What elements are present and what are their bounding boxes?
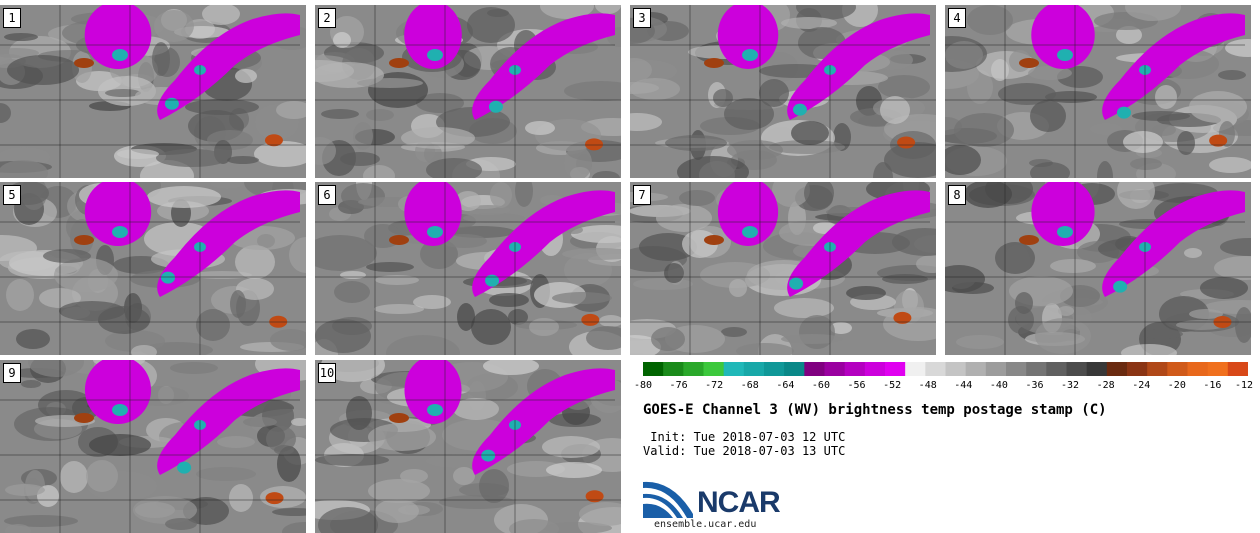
colorbar-swatch — [1147, 362, 1168, 376]
panel-number: 4 — [948, 8, 966, 28]
postage-stamp-panel: 6 — [315, 182, 621, 355]
postage-stamp-panel: 4 — [945, 5, 1251, 178]
panel-number: 10 — [318, 363, 336, 383]
colorbar — [643, 362, 1248, 376]
colorbar-tick-label: -60 — [811, 380, 830, 391]
colorbar-tick-label: -48 — [918, 380, 937, 391]
colorbar-swatch — [1046, 362, 1067, 376]
colorbar-tick-label: -28 — [1096, 380, 1115, 391]
colorbar-tick-label: -52 — [883, 380, 902, 391]
postage-stamp-panel: 8 — [945, 182, 1251, 355]
colorbar-swatch — [1026, 362, 1047, 376]
colorbar-tick-label: -40 — [989, 380, 1008, 391]
colorbar-swatch — [844, 362, 866, 376]
postage-stamp-panel: 7 — [630, 182, 936, 355]
colorbar-swatch — [1006, 362, 1027, 376]
postage-stamp-panel: 1 — [0, 5, 306, 178]
product-title: GOES-E Channel 3 (WV) brightness temp po… — [643, 402, 1107, 418]
postage-stamp-panel: 10 — [315, 360, 621, 533]
postage-stamp-panel: 3 — [630, 5, 936, 178]
colorbar-swatch — [1227, 362, 1248, 376]
ncar-logo-word: NCAR — [697, 486, 781, 519]
postage-stamp-panel: 5 — [0, 182, 306, 355]
postage-stamp-panel: 2 — [315, 5, 621, 178]
colorbar-swatch — [743, 362, 765, 376]
colorbar-swatch — [764, 362, 785, 376]
colorbar-swatch — [723, 362, 745, 376]
colorbar-swatch — [1127, 362, 1148, 376]
colorbar-tick-label: -56 — [847, 380, 866, 391]
panel-number: 6 — [318, 185, 336, 205]
colorbar-tick-label: -44 — [954, 380, 973, 391]
colorbar-swatch — [703, 362, 725, 376]
init-time: Init: Tue 2018-07-03 12 UTC — [643, 430, 846, 444]
colorbar-tick-label: -76 — [669, 380, 688, 391]
panel-number: 1 — [3, 8, 21, 28]
colorbar-tick-label: -20 — [1167, 380, 1186, 391]
colorbar-swatch — [1106, 362, 1128, 376]
postage-stamp-panel: 9 — [0, 360, 306, 533]
colorbar-swatch — [804, 362, 825, 376]
panel-number: 5 — [3, 185, 21, 205]
valid-time: Valid: Tue 2018-07-03 13 UTC — [643, 444, 846, 458]
panel-number: 7 — [633, 185, 651, 205]
panel-number: 8 — [948, 185, 966, 205]
panel-number: 3 — [633, 8, 651, 28]
colorbar-swatch — [885, 362, 906, 376]
colorbar-tick-label: -32 — [1061, 380, 1080, 391]
colorbar-tick-label: -80 — [633, 380, 653, 391]
colorbar-swatch — [1187, 362, 1209, 376]
colorbar-tick-label: -12 — [1234, 380, 1254, 391]
colorbar-tick-label: -64 — [776, 380, 795, 391]
colorbar-swatch — [663, 362, 684, 376]
colorbar-swatch — [1207, 362, 1229, 376]
colorbar-swatch — [965, 362, 987, 376]
colorbar-tick-label: -72 — [705, 380, 724, 391]
ncar-logo — [643, 481, 693, 518]
panel-number: 9 — [3, 363, 21, 383]
panel-number: 2 — [318, 8, 336, 28]
colorbar-swatch — [985, 362, 1007, 376]
colorbar-swatch — [683, 362, 704, 376]
colorbar-swatch — [824, 362, 846, 376]
colorbar-tick-label: -68 — [740, 380, 759, 391]
colorbar-swatch — [784, 362, 805, 376]
colorbar-swatch — [643, 362, 664, 376]
colorbar-tick-label: -16 — [1203, 380, 1222, 391]
colorbar-swatch — [925, 362, 946, 376]
colorbar-swatch — [1086, 362, 1108, 376]
colorbar-tick-label: -24 — [1132, 380, 1151, 391]
colorbar-swatch — [864, 362, 886, 376]
colorbar-swatch — [1066, 362, 1088, 376]
colorbar-tick-label: -36 — [1025, 380, 1044, 391]
colorbar-swatch — [1167, 362, 1188, 376]
ncar-url: ensemble.ucar.edu — [654, 519, 757, 530]
colorbar-swatch — [905, 362, 926, 376]
colorbar-swatch — [945, 362, 967, 376]
